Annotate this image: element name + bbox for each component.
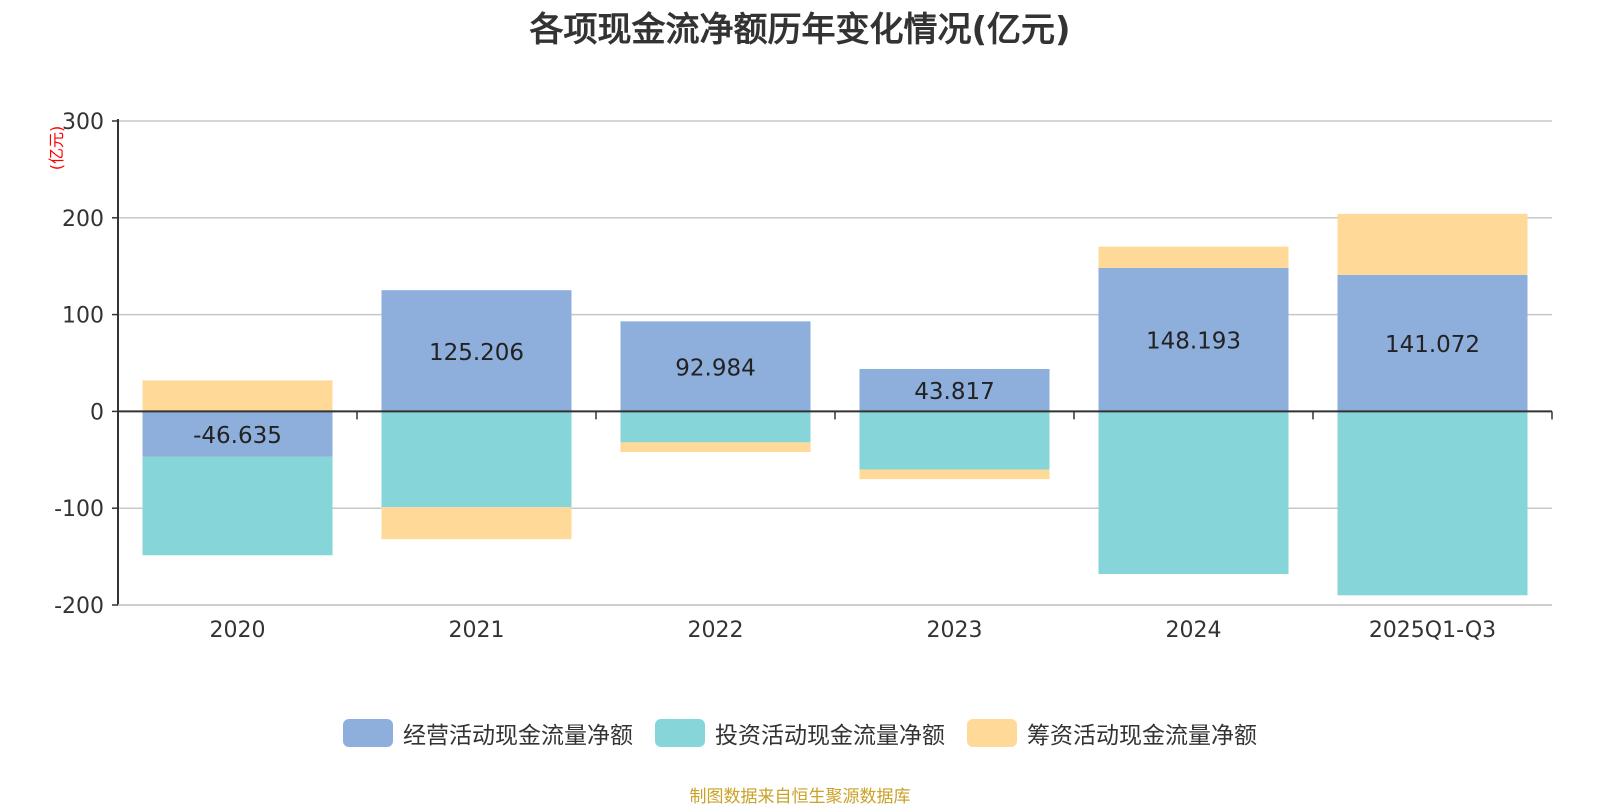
legend: 经营活动现金流量净额 投资活动现金流量净额 筹资活动现金流量净额 — [0, 716, 1600, 750]
bar-financing[interactable] — [381, 507, 572, 540]
legend-label-operating: 经营活动现金流量净额 — [403, 723, 633, 749]
bar-financing[interactable] — [1337, 213, 1528, 275]
x-tick-label: 2024 — [1166, 618, 1222, 643]
x-tick-label: 2023 — [927, 618, 983, 643]
bar-investing[interactable] — [381, 411, 572, 508]
bar-operating[interactable] — [1098, 267, 1289, 412]
legend-item-investing[interactable]: 投资活动现金流量净额 — [655, 716, 945, 750]
bar-financing[interactable] — [142, 380, 333, 412]
y-tick-label: 0 — [90, 400, 104, 425]
legend-item-operating[interactable]: 经营活动现金流量净额 — [343, 716, 633, 750]
y-tick-label: 200 — [62, 207, 104, 232]
bar-investing[interactable] — [1337, 411, 1528, 596]
bar-investing[interactable] — [1098, 411, 1289, 575]
x-tick-label: 2025Q1-Q3 — [1369, 618, 1496, 643]
bar-investing[interactable] — [620, 411, 811, 443]
legend-item-financing[interactable]: 筹资活动现金流量净额 — [967, 716, 1257, 750]
grid-layer — [118, 120, 1552, 606]
legend-label-investing: 投资活动现金流量净额 — [715, 723, 945, 749]
legend-label-financing: 筹资活动现金流量净额 — [1027, 723, 1257, 749]
y-tick-label: -200 — [54, 594, 104, 619]
data-label: 141.072 — [1385, 332, 1480, 358]
bar-layer — [142, 213, 1528, 596]
y-tick-label: 100 — [62, 304, 104, 329]
x-tick-label: 2022 — [688, 618, 744, 643]
axis-layer: 300 200 100 0 -100 -200 2020 2021 2022 2023 2024 20… — [54, 110, 1553, 643]
data-label: 125.206 — [429, 340, 524, 366]
label-layer: -46.635 125.206 92.984 43.817 148.193 141.072 — [193, 329, 1480, 449]
legend-swatch-financing — [967, 719, 1017, 747]
bar-operating[interactable] — [859, 368, 1050, 412]
data-label: 148.193 — [1146, 329, 1241, 355]
bar-financing[interactable] — [620, 442, 811, 453]
y-tick-label: -100 — [54, 497, 104, 522]
bar-investing[interactable] — [859, 411, 1050, 470]
bar-operating[interactable] — [381, 290, 572, 412]
bar-investing[interactable] — [142, 456, 333, 556]
data-label: 43.817 — [914, 379, 994, 405]
bar-financing[interactable] — [1098, 246, 1289, 268]
y-tick-label: 300 — [62, 110, 104, 135]
x-tick-label: 2021 — [449, 618, 505, 643]
data-label: 92.984 — [675, 355, 755, 381]
chart-title: 各项现金流净额历年变化情况(亿元) — [529, 10, 1071, 50]
y-axis-label: (亿元) — [47, 126, 66, 171]
bar-operating[interactable] — [1337, 274, 1528, 412]
x-tick-label: 2020 — [210, 618, 266, 643]
source-note: 制图数据来自恒生聚源数据库 — [689, 787, 911, 807]
legend-swatch-investing — [655, 719, 705, 747]
bar-financing[interactable] — [859, 469, 1050, 480]
bar-operating[interactable] — [620, 321, 811, 412]
data-label: -46.635 — [193, 423, 282, 449]
bar-operating[interactable] — [142, 411, 333, 457]
legend-swatch-operating — [343, 719, 393, 747]
